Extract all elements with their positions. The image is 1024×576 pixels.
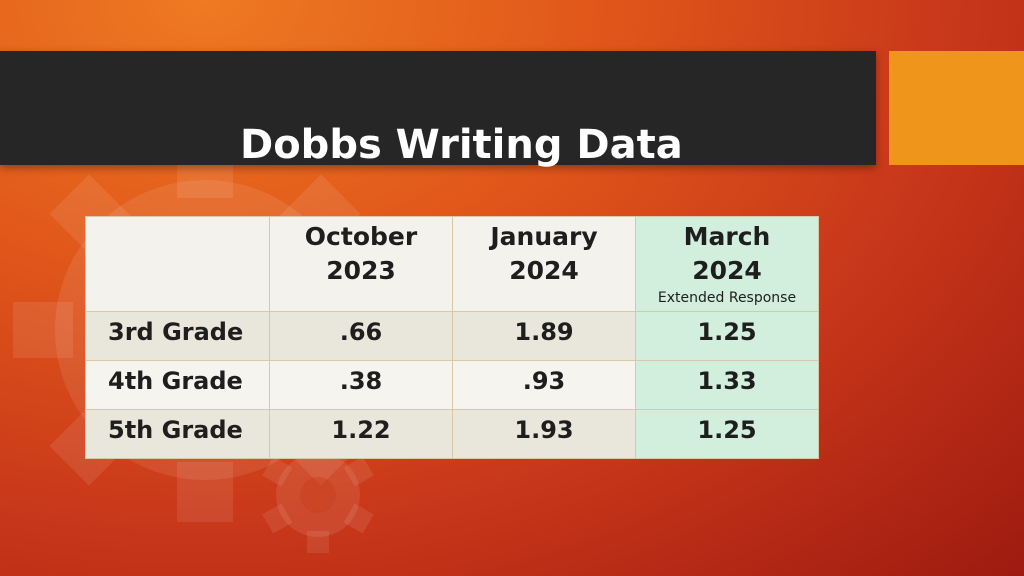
- slide-title: Dobbs Writing Data: [240, 122, 683, 168]
- header-cell-march-2024: March 2024 Extended Response: [635, 216, 819, 312]
- table-cell: 1.93: [452, 409, 636, 459]
- header-line1: January: [490, 222, 598, 251]
- header-cell-january-2024: January 2024: [452, 216, 636, 312]
- table-cell: 1.22: [269, 409, 453, 459]
- row-label: 4th Grade: [85, 360, 270, 410]
- writing-data-table: October 2023 January 2024 March 2024 Ext…: [85, 216, 819, 459]
- table-cell: .93: [452, 360, 636, 410]
- header-note: Extended Response: [657, 290, 797, 306]
- row-label: 3rd Grade: [85, 311, 270, 361]
- header-cell-empty: [85, 216, 270, 312]
- table-cell: 1.25: [635, 311, 819, 361]
- table-cell: .38: [269, 360, 453, 410]
- header-cell-october-2023: October 2023: [269, 216, 453, 312]
- row-label: 5th Grade: [85, 409, 270, 459]
- header-line2: 2023: [326, 256, 396, 285]
- accent-block: [889, 51, 1024, 165]
- table-cell: 1.33: [635, 360, 819, 410]
- table-row: 3rd Grade .66 1.89 1.25: [85, 311, 819, 361]
- table-header-row: October 2023 January 2024 March 2024 Ext…: [85, 216, 819, 312]
- header-line2: 2024: [509, 256, 579, 285]
- table-row: 4th Grade .38 .93 1.33: [85, 360, 819, 410]
- table-cell: 1.89: [452, 311, 636, 361]
- table-cell: .66: [269, 311, 453, 361]
- header-line1: October: [304, 222, 418, 251]
- title-bar: [0, 51, 876, 165]
- header-line1: March: [683, 222, 771, 251]
- table-cell: 1.25: [635, 409, 819, 459]
- table-row: 5th Grade 1.22 1.93 1.25: [85, 409, 819, 459]
- header-line2: 2024: [692, 256, 762, 285]
